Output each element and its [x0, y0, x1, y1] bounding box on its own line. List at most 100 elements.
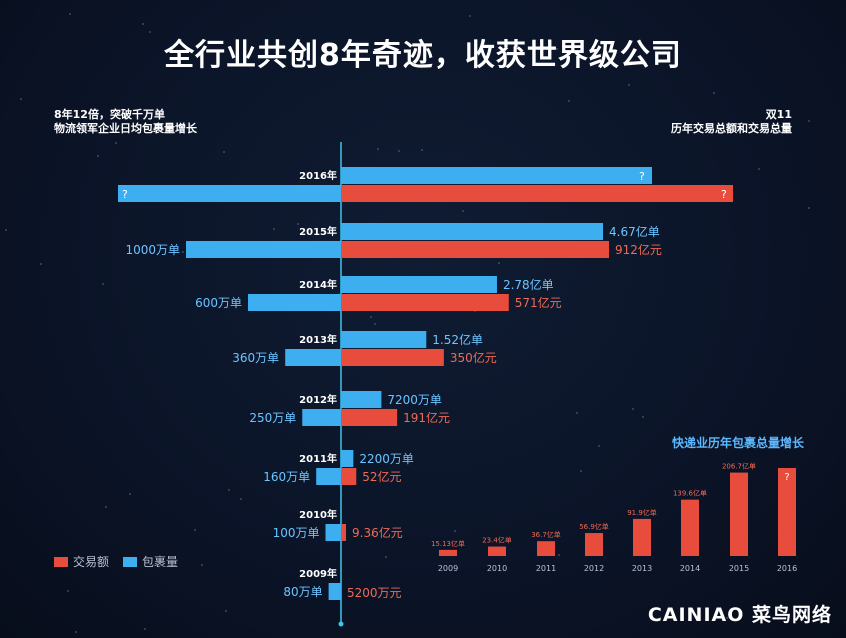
bar-parcel: [186, 241, 341, 258]
small-bar: [778, 468, 796, 556]
star: [182, 251, 184, 253]
bar-label-parcel: 360万单: [232, 351, 279, 365]
page-title: 全行业共创8年奇迹，收获世界级公司: [164, 38, 682, 73]
bar-trade-amount: [341, 409, 398, 426]
bar-trade-amount: [341, 294, 509, 311]
year-label: 2010年: [299, 508, 337, 521]
bar-label-trade-volume: 4.67亿单: [609, 224, 660, 239]
bar-label-parcel: 100万单: [273, 526, 320, 540]
bar-parcel: [328, 583, 341, 600]
bar-label-trade-amount: 9.36亿元: [352, 525, 403, 540]
small-chart-title: 快递业历年包裹总量增长: [672, 436, 805, 450]
star: [576, 412, 578, 414]
legend-swatch-blue: [123, 556, 138, 567]
star: [142, 23, 144, 25]
bar-label-parcel: 600万单: [195, 296, 242, 310]
star: [228, 489, 230, 491]
star: [223, 151, 225, 153]
bar-label-parcel: 160万单: [263, 470, 310, 484]
star: [194, 529, 196, 531]
bar-trade-volume: [341, 450, 354, 467]
bar-parcel: [118, 185, 341, 202]
star: [225, 610, 227, 612]
year-label: 2016年: [299, 169, 337, 182]
left-chart-note: 8年12倍，突破千万单 物流领军企业日均包裹量增长: [54, 108, 197, 136]
bar-trade-amount: [341, 468, 357, 485]
axis-end-dot: [338, 621, 344, 627]
star: [794, 618, 796, 620]
small-bar-label: 15.13亿单: [431, 539, 465, 548]
star: [462, 210, 464, 212]
small-year-label: 2009: [438, 564, 458, 573]
bar-trade-amount: [341, 185, 733, 202]
bar-parcel: [325, 524, 341, 541]
star: [20, 98, 22, 100]
star: [713, 92, 715, 94]
small-bar: [730, 472, 748, 556]
star: [273, 228, 275, 230]
star: [5, 229, 7, 231]
small-bar: [681, 499, 699, 556]
star: [498, 262, 500, 264]
star: [580, 470, 582, 472]
small-year-label: 2014: [680, 564, 700, 573]
bar-parcel: [285, 349, 341, 366]
cainiao-logo: CAINIAO 菜鸟网络: [647, 604, 832, 626]
star: [808, 207, 810, 209]
bar-label-trade-volume: 1.52亿单: [432, 332, 483, 347]
year-label: 2009年: [299, 567, 337, 580]
legend-swatch-red: [54, 556, 68, 567]
star: [75, 631, 77, 633]
small-bar-label: 23.4亿单: [482, 536, 512, 545]
bar-parcel: [316, 468, 341, 485]
star: [115, 142, 117, 144]
small-bar-label: 206.7亿单: [722, 462, 756, 471]
bar-label-parcel: 80万单: [283, 585, 322, 599]
bar-trade-amount: [341, 349, 444, 366]
small-year-label: 2016: [777, 564, 797, 573]
bar-label-trade-amount: 571亿元: [515, 295, 562, 310]
small-bar: [585, 533, 603, 556]
star: [297, 223, 299, 225]
right-note-line1: 双11: [765, 108, 792, 121]
bar-label-trade-amount: ?: [721, 188, 727, 201]
year-label: 2014年: [299, 278, 337, 291]
small-bar-label: 56.9亿单: [579, 522, 609, 531]
small-bar-label: 91.9亿单: [627, 508, 657, 517]
small-bar-label: 36.7亿单: [531, 530, 561, 539]
star: [726, 617, 728, 619]
star: [454, 530, 456, 532]
star: [40, 263, 42, 265]
star: [67, 590, 69, 592]
bar-label-parcel: 1000万单: [125, 243, 180, 257]
star: [421, 149, 423, 151]
star: [69, 13, 71, 15]
star: [97, 155, 99, 157]
bar-label-trade-volume: ?: [639, 170, 645, 183]
bar-trade-amount: [341, 524, 346, 541]
small-year-label: 2012: [584, 564, 604, 573]
bar-trade-volume: [341, 391, 382, 408]
star: [377, 148, 379, 150]
bar-trade-volume: [341, 223, 603, 240]
star: [374, 323, 376, 325]
star: [201, 564, 203, 566]
bar-label-trade-amount: 52亿元: [362, 469, 401, 484]
star: [105, 506, 107, 508]
star: [371, 534, 373, 536]
bar-label-trade-volume: 2200万单: [359, 452, 414, 466]
bar-label-parcel: ?: [122, 188, 128, 201]
small-year-label: 2013: [632, 564, 652, 573]
small-year-label: 2010: [487, 564, 507, 573]
star: [642, 416, 644, 418]
year-label: 2015年: [299, 225, 337, 238]
star: [144, 628, 146, 630]
star: [558, 554, 560, 556]
star: [102, 283, 104, 285]
small-bar: [439, 549, 457, 556]
bar-label-trade-volume: 2.78亿单: [503, 277, 554, 292]
small-bar: [537, 541, 555, 556]
small-year-label: 2011: [536, 564, 556, 573]
bar-label-trade-amount: 191亿元: [403, 410, 450, 425]
